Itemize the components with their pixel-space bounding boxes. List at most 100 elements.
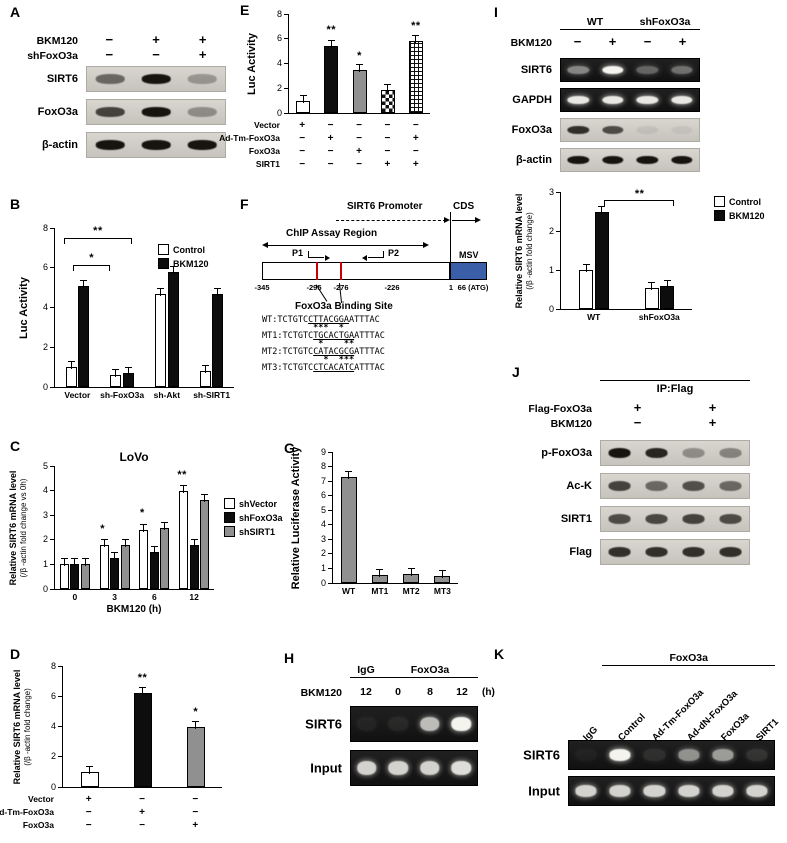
- band: [356, 761, 377, 775]
- sym: +: [412, 133, 419, 144]
- bar: [324, 46, 339, 113]
- face: [600, 473, 750, 499]
- tickmark: [284, 63, 289, 64]
- rlab: shFoxO3a: [27, 50, 78, 62]
- face: [600, 440, 750, 466]
- errv: [410, 569, 412, 577]
- ylabel-line1: Relative SIRT6 mRNA level: [513, 193, 524, 309]
- striprow: p-FoxO3a: [541, 440, 750, 466]
- leglab: Control: [173, 244, 205, 255]
- band: [187, 107, 217, 117]
- striprow: Flag: [569, 539, 750, 565]
- lanerow: Vector + − − − −: [254, 120, 430, 133]
- seq-post: ATTTAC: [354, 363, 385, 373]
- slab: GAPDH: [512, 94, 552, 106]
- panel-j-treatment-rows: Flag-FoxO3a + + BKM120− +: [528, 400, 750, 432]
- errc: [345, 470, 353, 472]
- promoter-box: [262, 262, 450, 280]
- ghead: FoxO3a: [602, 652, 775, 666]
- slab: Ac-K: [566, 480, 592, 492]
- arrowhead-icon: [423, 242, 429, 248]
- band: [388, 717, 409, 731]
- ticklab: 0: [50, 781, 56, 792]
- sym: −: [85, 820, 92, 831]
- ticklab: 6: [42, 262, 48, 273]
- panel-i-label: I: [494, 4, 498, 20]
- xcat: 6: [152, 592, 157, 602]
- swb: [714, 210, 725, 221]
- cds-arrow: [452, 220, 476, 222]
- ticklab: 2: [50, 751, 56, 762]
- face: [600, 506, 750, 532]
- face: [568, 740, 775, 770]
- core: CTCACATC: [313, 363, 355, 373]
- sym: +: [633, 400, 642, 415]
- bracket: [604, 200, 674, 207]
- ylabel-line1: Relative SIRT6 mRNA level: [7, 470, 18, 586]
- sym: −: [299, 159, 306, 170]
- errc: [299, 94, 307, 96]
- band: [187, 140, 217, 150]
- face: [600, 539, 750, 565]
- errv: [415, 36, 417, 44]
- tickmark: [328, 538, 333, 540]
- ann: *: [89, 251, 95, 264]
- rlab: Ad-Tm-FoxO3a: [0, 807, 54, 817]
- sym: +: [198, 47, 207, 62]
- errc: [67, 361, 75, 363]
- errv: [651, 282, 652, 290]
- band: [95, 107, 125, 117]
- ticklab: 0: [42, 381, 48, 392]
- sym: −: [384, 120, 391, 131]
- band: [356, 717, 377, 731]
- bracket: [63, 237, 132, 244]
- errc: [180, 484, 188, 486]
- ticklab: 0: [42, 583, 48, 594]
- errc: [327, 40, 335, 42]
- bar: [352, 69, 367, 113]
- tickmark: [328, 451, 333, 453]
- ticklab: 1: [548, 264, 554, 275]
- chart-e-condition-matrix: Vector + − − − − Ad-Tm-FoxO3a − + − − + FoxO3a − − + − − S…: [219, 120, 430, 172]
- sym: +: [708, 400, 717, 415]
- striprow: SIRT6: [305, 706, 478, 742]
- band: [602, 95, 624, 105]
- swb: [224, 512, 235, 523]
- panel-h-label: H: [284, 650, 295, 666]
- ylabel-line2: (/β -actin fold change): [524, 212, 534, 290]
- errv: [142, 688, 143, 696]
- band: [636, 65, 658, 75]
- striprow: FoxO3a: [38, 99, 226, 125]
- striprow: Input: [310, 750, 478, 786]
- errv: [84, 559, 86, 567]
- tickmark: [328, 509, 333, 511]
- tickmark: [556, 308, 561, 310]
- band: [567, 125, 589, 135]
- panel-f-label: F: [240, 196, 249, 212]
- chip-region-arrow: [266, 245, 424, 247]
- tickmark: [284, 112, 289, 114]
- errv: [666, 280, 668, 288]
- ticklab: 2: [42, 534, 48, 545]
- panel-k-group-headers: FoxO3a: [568, 652, 775, 668]
- band: [712, 785, 734, 797]
- errc: [598, 205, 605, 207]
- panel-a-treatment-rows: BKM120− + + shFoxO3a − − +: [27, 32, 226, 64]
- errv: [70, 362, 72, 370]
- face: [350, 706, 478, 742]
- sym: −: [152, 47, 160, 62]
- sym: −: [327, 159, 334, 170]
- band: [95, 74, 125, 84]
- xcat: MT1: [371, 586, 389, 596]
- face: [560, 88, 700, 112]
- slab: Input: [310, 760, 342, 776]
- errc: [86, 765, 93, 767]
- xcat: sh-FoxO3a: [100, 390, 145, 400]
- band: [419, 761, 440, 775]
- errv: [330, 41, 332, 49]
- coord-label: -226: [384, 283, 400, 292]
- legit: Control: [158, 244, 209, 255]
- bar: [167, 271, 179, 387]
- errv: [601, 206, 602, 214]
- slab: p-FoxO3a: [541, 447, 592, 459]
